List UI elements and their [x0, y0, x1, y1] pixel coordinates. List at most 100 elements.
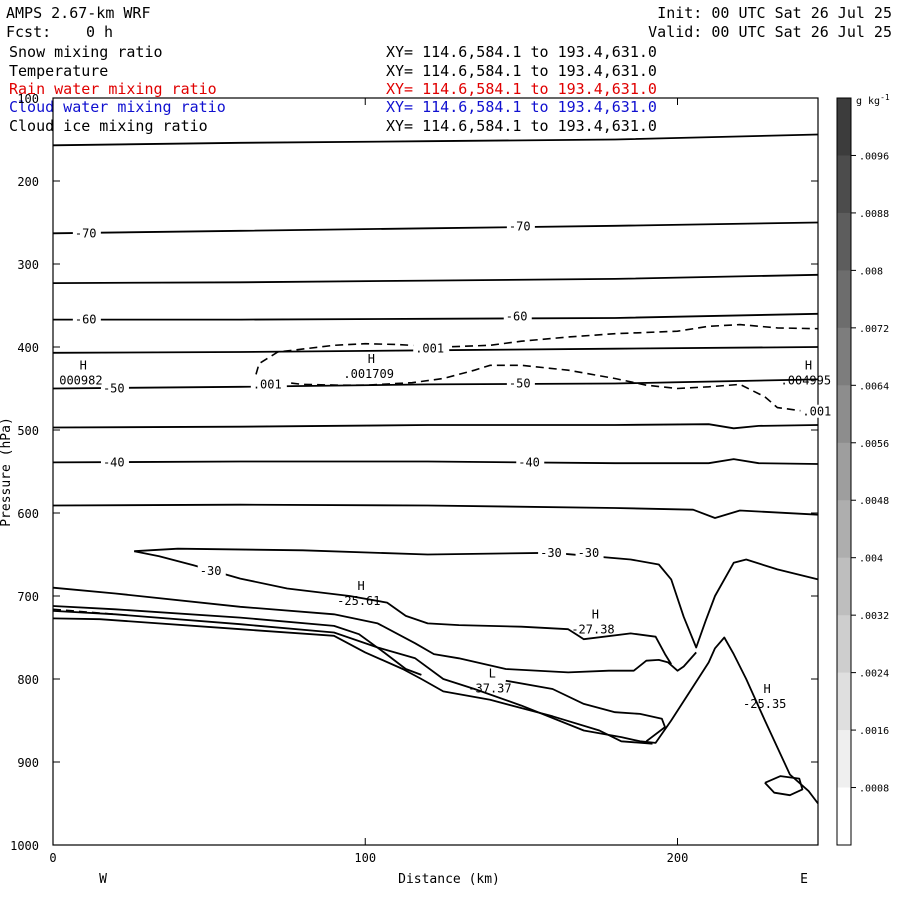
- contour-label-bg: [538, 545, 567, 559]
- colorbar-unit: g kg-1: [856, 93, 890, 107]
- colorbar-tick-label: .0048: [859, 496, 889, 507]
- colorbar-segment: [837, 615, 851, 674]
- contour-label-bg: [197, 564, 226, 578]
- colorbar-tick-label: .008: [859, 266, 883, 277]
- temperature-contours: [52, 133, 819, 805]
- extremum-value: -27.38: [571, 622, 614, 636]
- x-tick-label: 200: [667, 851, 689, 865]
- field-xy-temperature: XY= 114.6,584.1 to 193.4,631.0: [386, 62, 657, 80]
- temperature-contour-0: [52, 133, 819, 147]
- field-name-cloud-water: Cloud water mixing ratio: [9, 98, 226, 116]
- colorbar-tick-label: .0024: [859, 669, 889, 680]
- temperature-contour-14: [52, 617, 653, 745]
- field-name-rain: Rain water mixing ratio: [9, 80, 217, 98]
- field-xy-cloud-water: XY= 114.6,584.1 to 193.4,631.0: [386, 98, 657, 116]
- y-tick-label: 200: [17, 175, 39, 189]
- extremum-value: -25.35: [743, 697, 786, 711]
- colorbar-segment: [837, 442, 851, 501]
- colorbar-segment: [837, 98, 851, 156]
- extremum-value: .001709: [343, 367, 394, 381]
- x-axis-label: Distance (km): [398, 872, 500, 887]
- colorbar-segment: [837, 787, 851, 846]
- colorbar-tick-label: .0008: [859, 784, 889, 795]
- temperature-contour-3: [53, 312, 819, 321]
- contour-label: .001: [253, 377, 282, 391]
- colorbar-segment: [837, 212, 851, 271]
- contour-label-bg: [100, 381, 129, 395]
- contour-label-bg: [506, 219, 535, 233]
- contour-label: -70: [509, 220, 531, 234]
- field-name-snow: Snow mixing ratio: [9, 43, 163, 61]
- contour-label: -60: [506, 309, 528, 323]
- contour-label: -50: [509, 377, 531, 391]
- colorbar-segment: [837, 500, 851, 559]
- east-label: E: [800, 872, 808, 887]
- contour-label-bg: [100, 455, 129, 469]
- extremum-type: H: [763, 682, 770, 696]
- field-name-temperature: Temperature: [9, 62, 109, 80]
- plot-frame: [52, 97, 819, 846]
- temperature-contour-5: [52, 378, 819, 390]
- colorbar-border: [836, 97, 852, 846]
- init-time: Init: 00 UTC Sat 26 Jul 25: [657, 4, 892, 22]
- temperature-contour-13: [764, 775, 804, 797]
- contour-label: -30: [578, 546, 600, 560]
- colorbar-segment: [837, 270, 851, 329]
- y-axis-label: Pressure (hPa): [0, 417, 14, 527]
- colorbar-tick-label: .0064: [859, 381, 889, 392]
- x-tick-label: 100: [354, 851, 376, 865]
- temperature-contour-8: [52, 503, 819, 519]
- extremum-value: 000982: [59, 373, 102, 387]
- contour-label: -70: [75, 226, 97, 240]
- extremum-type: H: [80, 358, 87, 372]
- forecast-label: Fcst:: [6, 23, 52, 41]
- forecast-hour: 0 h: [86, 23, 114, 41]
- colorbar-tick-label: .0016: [859, 726, 889, 737]
- colorbar-tick-label: .0056: [859, 439, 889, 450]
- contour-label: -30: [540, 546, 562, 560]
- y-tick-label: 400: [17, 341, 39, 355]
- contour-label: .001: [802, 405, 831, 419]
- colorbar-segment: [837, 327, 851, 386]
- y-tick-label: 600: [17, 507, 39, 521]
- colorbar-segment: [837, 730, 851, 789]
- colorbar-tick-label: .0032: [859, 611, 889, 622]
- extremum-value: -25.61: [337, 594, 380, 608]
- contour-label: .001: [415, 342, 444, 356]
- temperature-contour-2: [52, 273, 819, 284]
- contour-label-bg: [72, 312, 101, 326]
- extremum-type: L: [489, 666, 496, 680]
- y-tick-label: 500: [17, 424, 39, 438]
- contour-label-bg: [72, 226, 101, 240]
- contour-label-bg: [503, 309, 532, 323]
- temperature-contour-15: [505, 679, 666, 743]
- temperature-contour-12: [52, 610, 819, 805]
- colorbar-tick-label: .0072: [859, 324, 889, 335]
- y-tick-label: 300: [17, 258, 39, 272]
- temperature-contour-9: [134, 547, 819, 649]
- contour-label: -60: [75, 313, 97, 327]
- field-name-cloud-ice: Cloud ice mixing ratio: [9, 117, 208, 135]
- contour-label: -50: [103, 382, 125, 396]
- cloud-ice-contours: [52, 323, 819, 616]
- contour-label-bg: [506, 376, 535, 390]
- contour-label-bg: [250, 377, 287, 391]
- contour-label-bg: [413, 341, 450, 355]
- temperature-contour-6: [52, 423, 819, 430]
- temperature-contour-1: [52, 221, 819, 235]
- colorbar-segment: [837, 155, 851, 214]
- west-label: W: [99, 872, 107, 887]
- contour-label-bg: [516, 455, 545, 469]
- extremum-type: H: [358, 579, 365, 593]
- model-title: AMPS 2.67-km WRF: [6, 4, 151, 22]
- temperature-contour-7: [52, 458, 819, 465]
- colorbar-segment: [837, 385, 851, 444]
- x-tick-label: 0: [49, 851, 56, 865]
- y-tick-label: 900: [17, 756, 39, 770]
- temperature-contour-16: [52, 605, 422, 676]
- colorbar-segment: [837, 672, 851, 731]
- y-tick-label: 700: [17, 590, 39, 604]
- field-xy-cloud-ice: XY= 114.6,584.1 to 193.4,631.0: [386, 117, 657, 135]
- ice-contour-2: [52, 608, 116, 616]
- temperature-contour-11: [52, 586, 697, 674]
